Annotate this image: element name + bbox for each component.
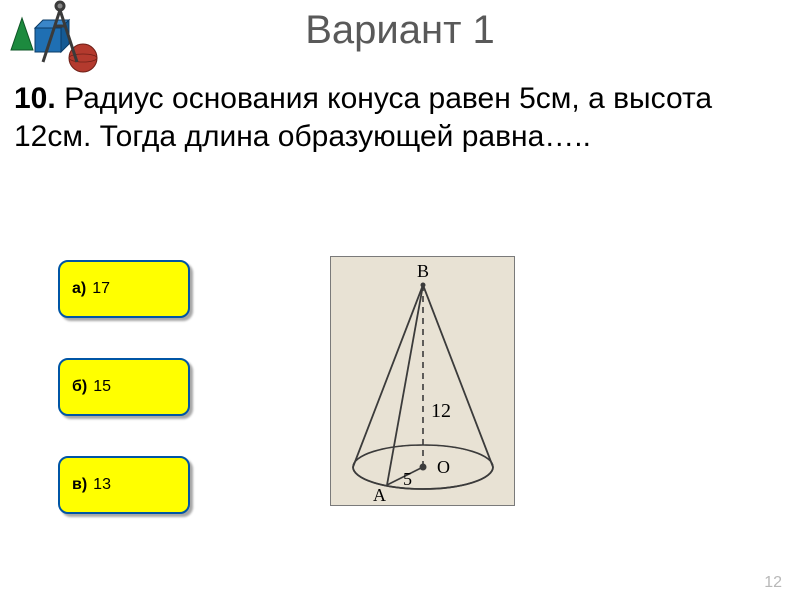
apex-label: B — [417, 261, 429, 281]
edge-point-label: A — [373, 485, 386, 505]
answer-value: 15 — [93, 378, 111, 396]
answer-label: в) — [72, 476, 87, 494]
question-number: 10. — [14, 82, 56, 115]
slide: Вариант 1 10. Радиус основания конуса ра… — [0, 0, 800, 600]
answer-option-a[interactable]: а) 17 — [58, 260, 190, 318]
center-label: O — [437, 457, 450, 477]
answer-value: 13 — [93, 476, 111, 494]
question-text: 10. Радиус основания конуса равен 5см, а… — [14, 80, 784, 155]
cone-diagram: B O A 12 5 — [330, 256, 515, 506]
answer-list: а) 17 б) 15 в) 13 — [58, 260, 190, 514]
page-title: Вариант 1 — [0, 8, 800, 53]
answer-option-b[interactable]: б) 15 — [58, 358, 190, 416]
page-number: 12 — [764, 574, 782, 592]
answer-option-v[interactable]: в) 13 — [58, 456, 190, 514]
radius-value: 5 — [403, 469, 412, 489]
height-value: 12 — [431, 400, 451, 422]
question-body: Радиус основания конуса равен 5см, а выс… — [14, 82, 712, 153]
answer-label: а) — [72, 280, 86, 298]
answer-value: 17 — [92, 280, 110, 298]
answer-label: б) — [72, 378, 87, 396]
